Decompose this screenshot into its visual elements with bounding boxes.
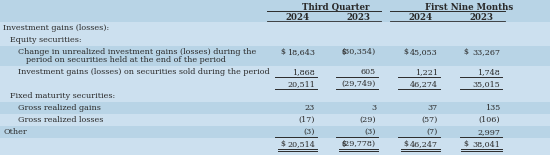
Text: 1,748: 1,748	[477, 68, 500, 76]
Text: 2024: 2024	[285, 13, 310, 22]
Text: Change in unrealized investment gains (losses) during the: Change in unrealized investment gains (l…	[18, 48, 256, 56]
Text: 20,511: 20,511	[287, 80, 315, 88]
Bar	[0, 78, 550, 90]
Text: 35,015: 35,015	[472, 80, 500, 88]
Text: 135: 135	[485, 104, 500, 112]
Text: $: $	[463, 140, 468, 148]
Bar	[0, 102, 550, 114]
Text: (3): (3)	[365, 128, 376, 136]
Text: 605: 605	[361, 68, 376, 76]
Bar	[0, 0, 550, 22]
Text: Gross realized losses: Gross realized losses	[18, 116, 103, 124]
Text: Equity securities:: Equity securities:	[10, 36, 81, 44]
Text: Fixed maturity securities:: Fixed maturity securities:	[10, 92, 116, 100]
Bar	[0, 34, 550, 46]
Text: (29,778): (29,778)	[342, 140, 376, 148]
Text: Other: Other	[3, 128, 27, 136]
Text: 37: 37	[428, 104, 438, 112]
Bar	[0, 126, 550, 138]
Bar	[0, 22, 550, 34]
Text: 1,221: 1,221	[415, 68, 438, 76]
Text: $: $	[463, 48, 468, 56]
Text: (17): (17)	[299, 116, 315, 124]
Text: $: $	[341, 48, 346, 56]
Text: $: $	[403, 140, 408, 148]
Text: period on securities held at the end of the period: period on securities held at the end of …	[26, 56, 226, 64]
Text: Gross realized gains: Gross realized gains	[18, 104, 101, 112]
Text: $: $	[403, 48, 408, 56]
Text: Third Quarter: Third Quarter	[302, 3, 369, 12]
Text: (57): (57)	[422, 116, 438, 124]
Text: 1,868: 1,868	[292, 68, 315, 76]
Text: 3: 3	[371, 104, 376, 112]
Text: 20,514: 20,514	[287, 140, 315, 148]
Text: Investment gains (losses):: Investment gains (losses):	[3, 24, 109, 32]
Text: 18,643: 18,643	[287, 48, 315, 56]
Text: (7): (7)	[427, 128, 438, 136]
Text: 2023: 2023	[470, 13, 493, 22]
Text: (29): (29)	[359, 116, 376, 124]
Text: (30,354): (30,354)	[342, 48, 376, 56]
Bar	[0, 138, 550, 150]
Text: 45,053: 45,053	[410, 48, 438, 56]
Text: 38,041: 38,041	[472, 140, 500, 148]
Text: 2024: 2024	[409, 13, 432, 22]
Bar	[0, 46, 550, 66]
Text: 33,267: 33,267	[472, 48, 500, 56]
Text: $: $	[280, 48, 285, 56]
Text: $: $	[280, 140, 285, 148]
Text: 46,247: 46,247	[410, 140, 438, 148]
Text: (3): (3)	[304, 128, 315, 136]
Text: (29,749): (29,749)	[342, 80, 376, 88]
Bar	[0, 90, 550, 102]
Text: Investment gains (losses) on securities sold during the period: Investment gains (losses) on securities …	[18, 68, 269, 76]
Text: First Nine Months: First Nine Months	[425, 3, 513, 12]
Text: 2023: 2023	[346, 13, 371, 22]
Bar	[0, 114, 550, 126]
Text: 2,997: 2,997	[477, 128, 500, 136]
Text: 23: 23	[305, 104, 315, 112]
Text: (106): (106)	[478, 116, 500, 124]
Text: $: $	[341, 140, 346, 148]
Bar	[0, 66, 550, 78]
Text: 46,274: 46,274	[410, 80, 438, 88]
